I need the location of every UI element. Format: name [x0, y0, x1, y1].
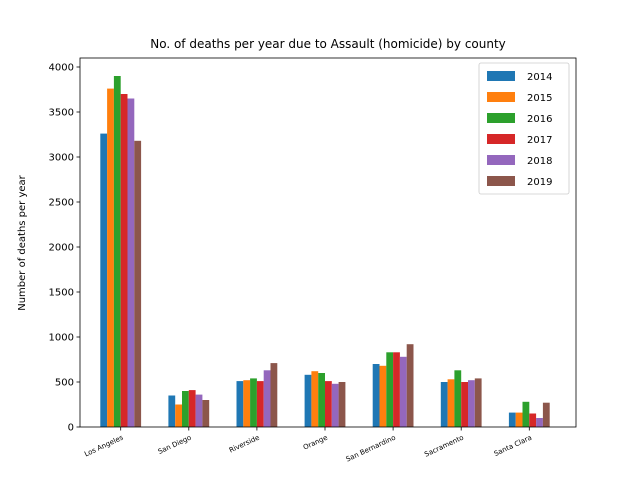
y-tick-label: 500 — [55, 378, 74, 389]
bar-2016-san-bernardino — [386, 352, 394, 427]
y-tick-label: 1000 — [49, 333, 74, 344]
legend-swatch-2019 — [487, 176, 515, 186]
bar-2016-riverside — [250, 378, 257, 427]
bar-2016-san-diego — [182, 391, 189, 427]
bar-2019-sacramento — [474, 378, 482, 427]
bar-2017-riverside — [256, 381, 264, 427]
legend-label-2017: 2017 — [527, 135, 552, 146]
y-tick-label: 3500 — [49, 108, 74, 119]
bar-2019-riverside — [270, 363, 278, 427]
x-axis: Los Angeles San Diego Riverside Orange San B… — [83, 427, 533, 464]
y-tick-label: 1500 — [49, 288, 74, 299]
x-tick-label: Sacramento — [423, 434, 465, 459]
bar-2017-sacramento — [461, 382, 468, 427]
bar-2019-santa-clara — [542, 402, 550, 427]
bar-2018-orange — [331, 383, 339, 427]
legend-swatch-2014 — [487, 71, 515, 81]
plot-area — [79, 57, 577, 428]
bar-2019-los-angeles — [134, 140, 142, 428]
bar-2017-santa-clara — [529, 413, 537, 427]
x-tick-label: San Diego — [157, 434, 193, 456]
bar-2018-san-diego — [195, 394, 203, 427]
bar-2019-san-bernardino — [406, 344, 414, 427]
bar-2016-santa-clara — [522, 401, 530, 427]
bar-2016-orange — [318, 373, 325, 427]
bar-2017-orange — [325, 381, 332, 427]
bar-2017-san-diego — [188, 390, 196, 427]
legend: 2014 2015 2016 2017 2018 2019 — [478, 62, 570, 195]
y-tick-label: 2000 — [49, 243, 74, 254]
bar-2018-sacramento — [468, 380, 475, 427]
chart-title: No. of deaths per year due to Assault (h… — [150, 37, 506, 51]
legend-swatch-2015 — [487, 92, 515, 102]
bar-2014-san-diego — [168, 395, 176, 427]
y-axis-label: Number of deaths per year — [17, 174, 28, 310]
bar-2014-santa-clara — [508, 412, 516, 427]
bar-2015-los-angeles — [107, 88, 114, 427]
x-tick-label: San Bernardino — [345, 434, 397, 464]
legend-box — [478, 62, 570, 195]
bar-2014-riverside — [236, 381, 244, 427]
legend-label-2018: 2018 — [527, 156, 552, 167]
legend-label-2019: 2019 — [527, 177, 552, 188]
y-axis: 0 500 1000 1500 2000 2500 3000 3500 4000 — [49, 63, 80, 434]
bar-2015-san-diego — [175, 404, 182, 427]
bar-2018-san-bernardino — [399, 356, 407, 427]
bar-2018-los-angeles — [127, 98, 135, 427]
bar-2018-riverside — [263, 370, 271, 427]
bar-2015-orange — [311, 371, 319, 427]
bar-2014-san-bernardino — [372, 364, 380, 427]
bar-2016-sacramento — [454, 370, 462, 427]
y-tick-label: 3000 — [49, 153, 74, 164]
legend-label-2015: 2015 — [527, 93, 552, 104]
bar-2018-santa-clara — [536, 418, 543, 427]
plot-frame — [79, 57, 577, 428]
legend-swatch-2017 — [487, 134, 515, 144]
bar-2015-santa-clara — [515, 412, 523, 427]
legend-label-2016: 2016 — [527, 114, 552, 125]
x-tick-label: Riverside — [228, 434, 261, 455]
bar-2015-sacramento — [447, 379, 455, 427]
bar-2015-riverside — [243, 380, 251, 427]
x-tick-label: Orange — [302, 434, 329, 452]
legend-label-2014: 2014 — [527, 72, 552, 83]
bar-2015-san-bernardino — [379, 365, 387, 427]
bar-2017-los-angeles — [120, 94, 128, 427]
legend-swatch-2018 — [487, 155, 515, 165]
x-tick-label: Santa Clara — [493, 434, 533, 458]
bar-2017-san-bernardino — [393, 352, 400, 427]
y-tick-label: 2500 — [49, 198, 74, 209]
x-tick-label: Los Angeles — [83, 433, 125, 458]
y-tick-label: 4000 — [49, 63, 74, 74]
y-tick-label: 0 — [68, 423, 74, 434]
bar-2014-orange — [304, 374, 312, 427]
bar-2019-san-diego — [202, 400, 210, 427]
bar-2014-los-angeles — [100, 133, 108, 427]
bar-2016-los-angeles — [113, 76, 121, 427]
bar-2019-orange — [338, 382, 346, 427]
bar-2014-sacramento — [440, 382, 448, 427]
legend-swatch-2016 — [487, 113, 515, 123]
